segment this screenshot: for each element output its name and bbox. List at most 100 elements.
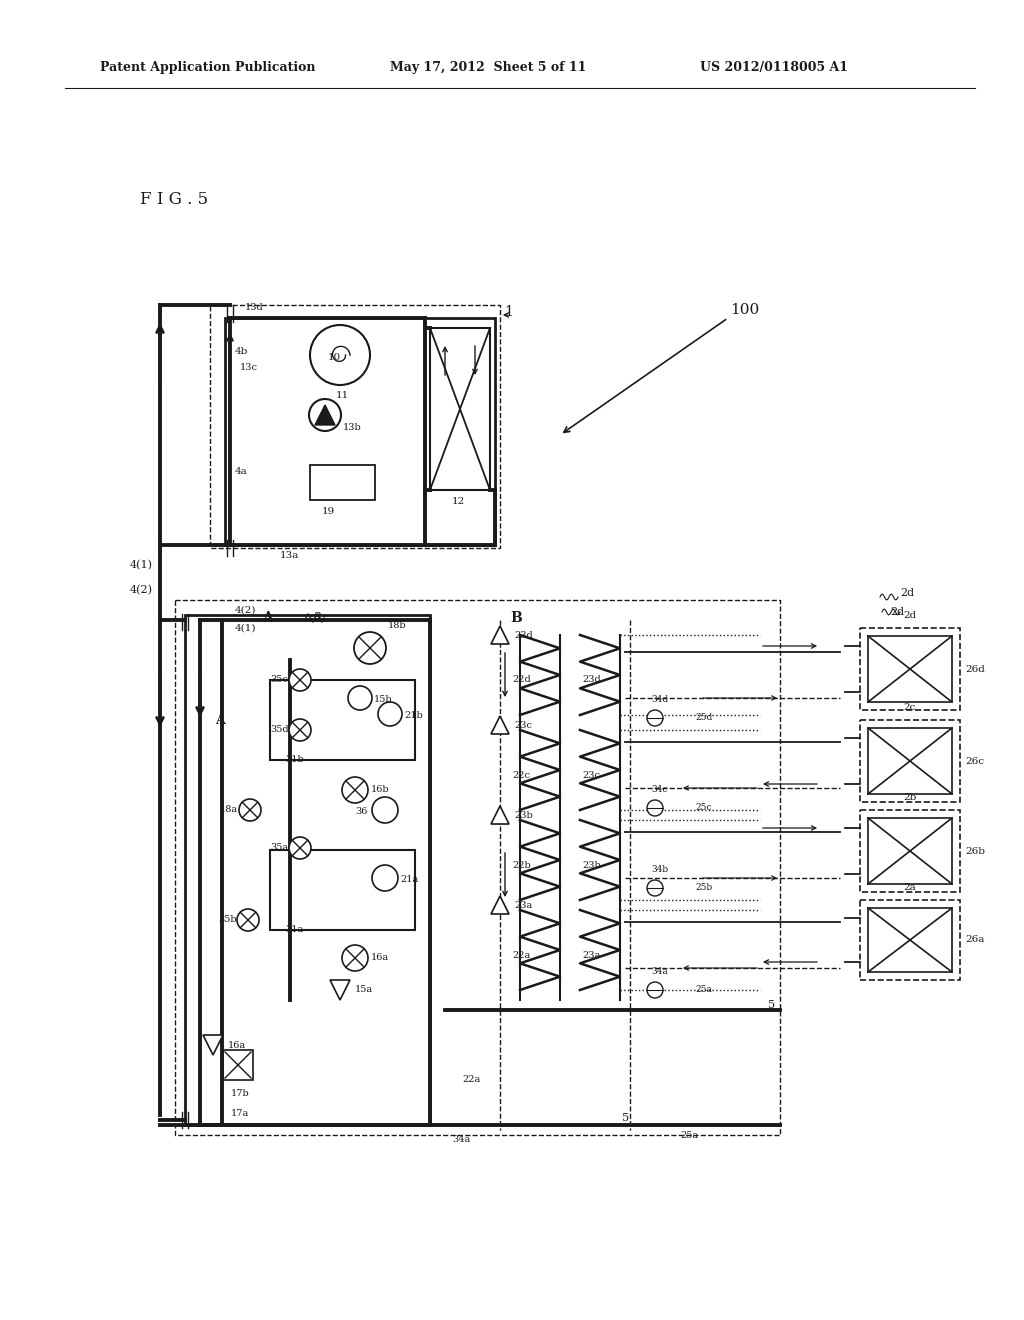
Text: 35d: 35d: [270, 726, 289, 734]
Polygon shape: [185, 615, 430, 1125]
Polygon shape: [490, 626, 509, 644]
Text: 5: 5: [768, 1001, 775, 1010]
Text: 26c: 26c: [965, 756, 984, 766]
Circle shape: [289, 669, 311, 690]
Text: 15b: 15b: [374, 696, 392, 705]
Polygon shape: [203, 1035, 223, 1055]
Text: 22b: 22b: [512, 861, 530, 870]
Text: 23b: 23b: [582, 861, 601, 870]
Text: 23c: 23c: [514, 721, 532, 730]
Polygon shape: [490, 807, 509, 824]
Text: 13b: 13b: [343, 422, 361, 432]
Text: 25a: 25a: [695, 986, 712, 994]
Polygon shape: [223, 1049, 253, 1080]
Text: 22a: 22a: [512, 950, 530, 960]
Text: 18b: 18b: [388, 622, 407, 631]
Text: 2d: 2d: [903, 611, 916, 620]
Text: Patent Application Publication: Patent Application Publication: [100, 62, 315, 74]
Text: A: A: [262, 611, 272, 624]
Text: 22d: 22d: [512, 676, 530, 685]
Text: 1: 1: [504, 305, 513, 319]
Text: 13a: 13a: [280, 550, 299, 560]
Polygon shape: [490, 896, 509, 913]
Circle shape: [354, 632, 386, 664]
Text: 13c: 13c: [240, 363, 258, 372]
Text: 4a: 4a: [234, 467, 248, 477]
Text: 34a: 34a: [452, 1135, 470, 1144]
Text: 34b: 34b: [651, 866, 669, 874]
Text: May 17, 2012  Sheet 5 of 11: May 17, 2012 Sheet 5 of 11: [390, 62, 587, 74]
Text: 4(1): 4(1): [130, 560, 153, 570]
Text: B: B: [510, 611, 522, 624]
Text: 23d: 23d: [582, 676, 601, 685]
Text: 5: 5: [622, 1113, 629, 1123]
Text: 23c: 23c: [582, 771, 600, 780]
Text: 4(2): 4(2): [130, 585, 153, 595]
Text: 17a: 17a: [230, 1109, 249, 1118]
Text: 16a: 16a: [371, 953, 389, 962]
Text: 2a: 2a: [903, 883, 916, 892]
Text: 11: 11: [336, 391, 348, 400]
Circle shape: [237, 909, 259, 931]
Circle shape: [342, 777, 368, 803]
Text: 34c: 34c: [651, 785, 669, 795]
Text: 13d: 13d: [245, 304, 264, 313]
Text: 25b: 25b: [695, 883, 713, 892]
Text: 12: 12: [452, 498, 465, 507]
Circle shape: [239, 799, 261, 821]
Text: 25d: 25d: [695, 714, 713, 722]
Text: 26a: 26a: [965, 936, 984, 945]
Text: 34d: 34d: [651, 696, 669, 705]
Text: 16b: 16b: [371, 785, 389, 795]
Text: 35a: 35a: [270, 843, 288, 853]
Text: 31b: 31b: [285, 755, 304, 764]
Text: 15a: 15a: [355, 986, 373, 994]
Circle shape: [647, 800, 663, 816]
Text: 35c: 35c: [270, 676, 288, 685]
Circle shape: [647, 982, 663, 998]
Circle shape: [647, 880, 663, 896]
Text: 3: 3: [314, 611, 322, 624]
Text: 22a: 22a: [462, 1076, 480, 1085]
Circle shape: [289, 719, 311, 741]
Polygon shape: [270, 850, 415, 931]
Text: 23d: 23d: [514, 631, 532, 639]
Text: 4(1): 4(1): [234, 623, 256, 632]
Text: 34a: 34a: [651, 968, 669, 977]
Text: 36: 36: [355, 808, 368, 817]
Text: 21a: 21a: [400, 875, 418, 884]
Text: 10: 10: [328, 352, 341, 362]
Text: 16a: 16a: [228, 1040, 246, 1049]
Polygon shape: [868, 729, 952, 795]
Text: 23a: 23a: [514, 900, 532, 909]
Circle shape: [647, 710, 663, 726]
Text: F I G . 5: F I G . 5: [140, 191, 208, 209]
Text: 4(2): 4(2): [234, 606, 256, 615]
Polygon shape: [270, 680, 415, 760]
Text: A: A: [215, 714, 224, 726]
Text: 2b: 2b: [903, 793, 916, 803]
Text: 35b: 35b: [218, 916, 237, 924]
Text: 4b: 4b: [234, 347, 249, 356]
Text: 19: 19: [322, 507, 335, 516]
Circle shape: [309, 399, 341, 432]
Polygon shape: [490, 715, 509, 734]
Polygon shape: [310, 465, 375, 500]
Circle shape: [348, 686, 372, 710]
Text: 17b: 17b: [230, 1089, 250, 1097]
Polygon shape: [868, 636, 952, 702]
Polygon shape: [868, 908, 952, 972]
Circle shape: [378, 702, 402, 726]
Text: 23a: 23a: [582, 950, 600, 960]
Text: 2c: 2c: [904, 704, 916, 713]
Text: 31a: 31a: [285, 925, 303, 935]
Text: 100: 100: [730, 304, 759, 317]
Text: 2d: 2d: [900, 587, 914, 598]
Circle shape: [372, 797, 398, 822]
Polygon shape: [868, 818, 952, 884]
Circle shape: [342, 945, 368, 972]
Circle shape: [372, 865, 398, 891]
Text: 23b: 23b: [514, 810, 532, 820]
Text: 2d: 2d: [890, 607, 904, 616]
Circle shape: [289, 837, 311, 859]
